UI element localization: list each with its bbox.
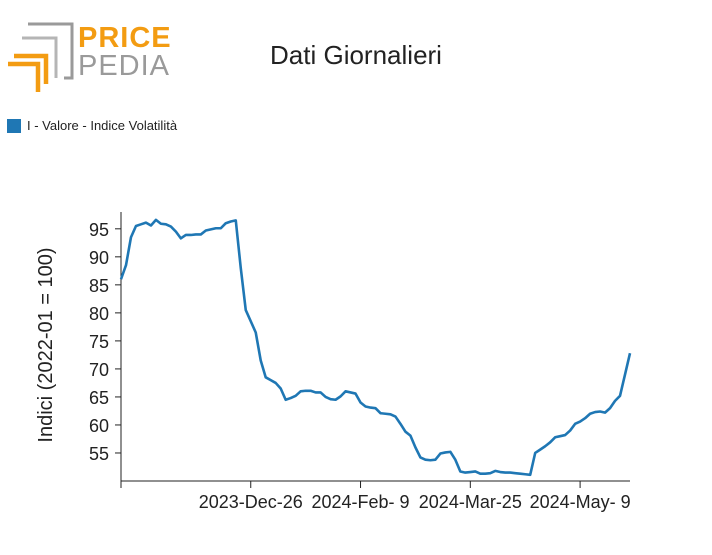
y-axis-label: Indici (2022-01 = 100) xyxy=(35,247,57,442)
y-tick-label: 80 xyxy=(89,304,109,324)
y-tick-label: 95 xyxy=(89,220,109,240)
y-axis: 55 60 65 70 75 80 85 90 95 xyxy=(89,212,122,481)
x-tick-label: 2024-Mar-25 xyxy=(419,492,522,512)
logo-mark-icon xyxy=(8,22,74,92)
logo-word-price: PRICE xyxy=(78,22,172,54)
y-tick-label: 75 xyxy=(89,332,109,352)
pricepedia-logo: PRICE PEDIA xyxy=(8,22,171,94)
y-tick-label: 55 xyxy=(89,444,109,464)
x-axis: 2023-Dec-26 2024-Feb- 9 2024-Mar-25 2024-Ma… xyxy=(120,480,631,512)
series-line xyxy=(119,218,632,477)
legend-label: I - Valore - Indice Volatilità xyxy=(27,118,178,133)
series-layer xyxy=(119,218,632,477)
y-tick-label: 70 xyxy=(89,360,109,380)
chart-title: Dati Giornalieri xyxy=(270,40,442,70)
legend-swatch xyxy=(7,118,21,133)
logo-word-pedia: PEDIA xyxy=(78,50,171,82)
y-tick-label: 65 xyxy=(89,388,109,408)
legend[interactable]: I - Valore - Indice Volatilità xyxy=(7,118,177,133)
y-tick-label: 60 xyxy=(89,416,109,436)
x-tick-label: 2024-May- 9 xyxy=(530,492,631,512)
y-tick-label: 85 xyxy=(89,276,109,296)
x-tick-label: 2024-Feb- 9 xyxy=(311,492,409,512)
y-tick-label: 90 xyxy=(89,248,109,268)
x-tick-label: 2023-Dec-26 xyxy=(199,492,303,512)
